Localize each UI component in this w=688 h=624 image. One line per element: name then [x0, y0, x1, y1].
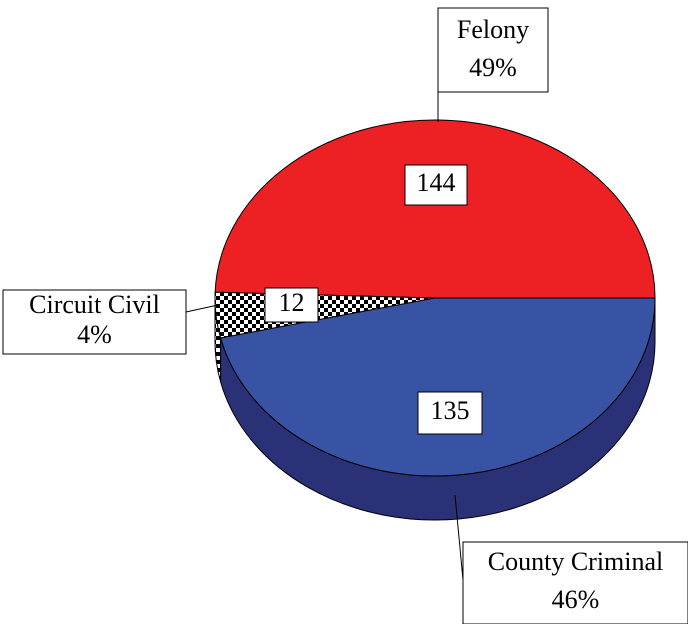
category-label-box — [2, 289, 187, 355]
percent-label: 49% — [469, 53, 517, 82]
value-label-box — [264, 287, 319, 323]
pie-slice — [214, 119, 656, 299]
leader-line — [454, 494, 464, 581]
value-label: 12 — [279, 288, 305, 317]
category-label: Felony — [457, 15, 529, 44]
leader-line — [185, 304, 219, 313]
value-label: 135 — [431, 396, 470, 425]
pie — [214, 119, 656, 521]
category-label-box — [437, 7, 549, 93]
percent-label: 4% — [77, 320, 112, 349]
percent-label: 46% — [552, 585, 600, 614]
category-label: County Criminal — [488, 547, 664, 576]
category-label-box — [462, 541, 688, 624]
value-label: 144 — [417, 168, 456, 197]
category-label: Circuit Civil — [29, 290, 160, 319]
value-label-box — [417, 391, 483, 435]
pie-slice — [219, 297, 656, 477]
value-label-box — [404, 164, 468, 206]
